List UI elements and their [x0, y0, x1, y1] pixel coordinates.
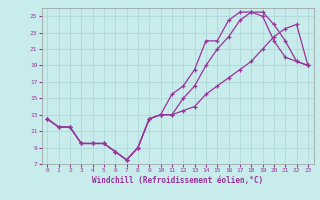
X-axis label: Windchill (Refroidissement éolien,°C): Windchill (Refroidissement éolien,°C): [92, 176, 263, 185]
